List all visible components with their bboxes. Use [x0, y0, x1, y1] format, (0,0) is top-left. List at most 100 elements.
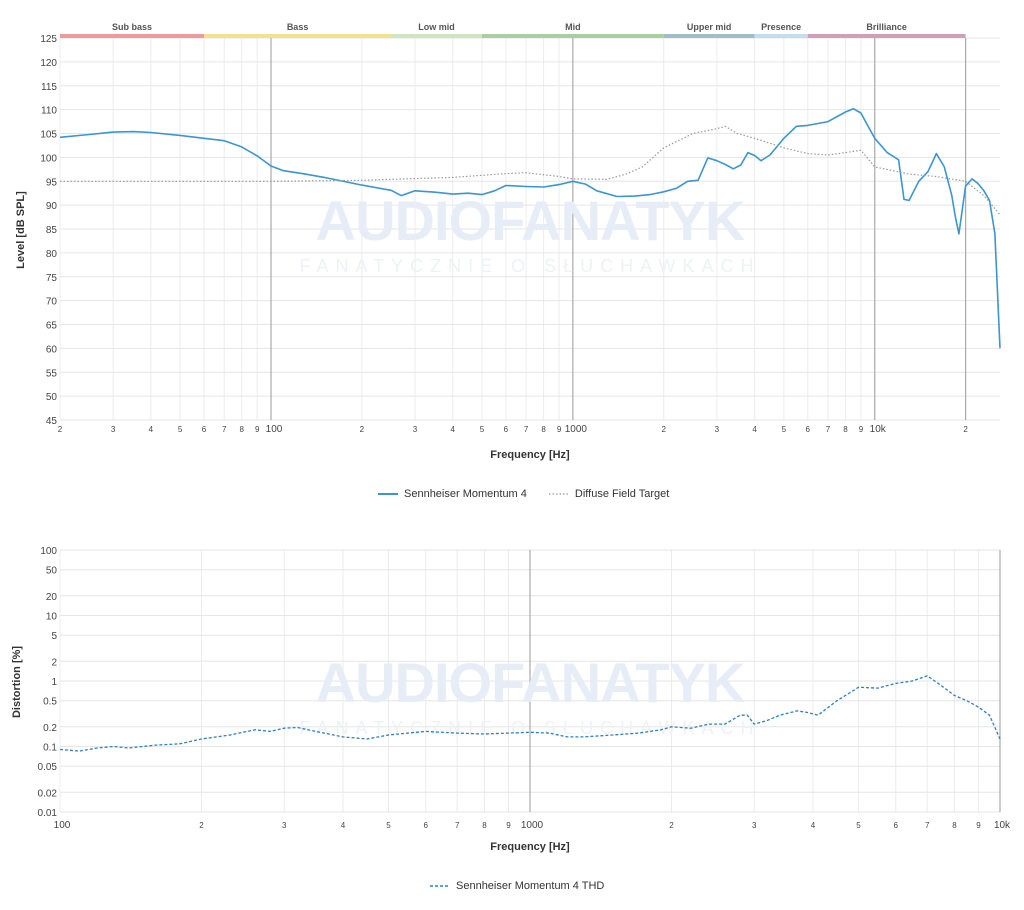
- x-tick-label: 5: [480, 425, 485, 434]
- x-tick-label: 9: [557, 425, 562, 434]
- x-tick-label: 9: [976, 821, 981, 830]
- x-tick-label: 100: [54, 820, 71, 831]
- legend-item-thd[interactable]: Sennheiser Momentum 4 THD: [430, 880, 604, 892]
- x-tick-label: 8: [240, 425, 245, 434]
- x-tick-label: 4: [341, 821, 346, 830]
- legend-label-diffuse-target: Diffuse Field Target: [574, 488, 670, 500]
- distortion-legend: Sennheiser Momentum 4 THD: [430, 880, 604, 892]
- y-tick-label: 55: [46, 368, 58, 379]
- x-axis-label: Frequency [Hz]: [490, 841, 570, 853]
- x-tick-label: 3: [413, 425, 418, 434]
- x-tick-label: 8: [541, 425, 546, 434]
- legend-swatch-solid: [378, 493, 398, 495]
- x-tick-label: 6: [806, 425, 811, 434]
- y-tick-label: 0.5: [43, 697, 57, 708]
- y-tick-label: 70: [46, 297, 58, 308]
- x-axis-label: Frequency [Hz]: [490, 449, 570, 461]
- x-tick-label: 3: [752, 821, 757, 830]
- x-tick-label: 2: [963, 425, 968, 434]
- x-tick-label: 2: [58, 425, 63, 434]
- x-tick-label: 2: [669, 821, 674, 830]
- y-tick-label: 100: [40, 153, 57, 164]
- y-tick-label: 45: [46, 416, 58, 427]
- y-tick-label: 125: [40, 34, 57, 45]
- band-label: Upper mid: [687, 22, 732, 32]
- watermark-logo: AUDIOFANATYK: [316, 189, 745, 252]
- legend-swatch-dotted: [548, 493, 569, 495]
- x-tick-label: 3: [111, 425, 116, 434]
- y-tick-label: 105: [40, 130, 57, 141]
- y-tick-label: 90: [46, 201, 58, 212]
- legend-item-diffuse-target[interactable]: Diffuse Field Target: [548, 488, 670, 500]
- y-tick-label: 115: [41, 82, 57, 93]
- y-tick-label: 50: [46, 392, 58, 403]
- legend-swatch-dashed: [430, 885, 450, 887]
- x-tick-label: 3: [715, 425, 720, 434]
- y-tick-label: 0.1: [43, 743, 57, 754]
- x-tick-label: 9: [859, 425, 864, 434]
- x-tick-label: 7: [222, 425, 227, 434]
- x-tick-label: 100: [266, 424, 283, 435]
- frequency-response-chart: 4550556065707580859095100105110115120125…: [15, 22, 1001, 461]
- band-label: Mid: [565, 22, 581, 32]
- band-bar: [663, 34, 755, 38]
- x-tick-label: 6: [504, 425, 509, 434]
- y-tick-label: 110: [41, 106, 57, 117]
- y-tick-label: 20: [46, 592, 58, 603]
- watermark-subtitle: FANATYCZNIE O SŁUCHAWKACH: [299, 256, 760, 276]
- legend-label-thd: Sennheiser Momentum 4 THD: [456, 880, 605, 892]
- x-tick-label: 10k: [870, 424, 887, 435]
- x-tick-label: 1000: [565, 424, 588, 435]
- y-tick-label: 5: [51, 631, 57, 642]
- band-bar: [481, 34, 664, 38]
- x-tick-label: 8: [843, 425, 848, 434]
- y-tick-label: 1: [51, 677, 57, 688]
- y-tick-label: 65: [46, 321, 58, 332]
- x-tick-label: 8: [952, 821, 957, 830]
- y-tick-label: 0.01: [38, 808, 58, 819]
- series-line-thd: [59, 675, 1001, 752]
- x-tick-label: 4: [451, 425, 456, 434]
- x-tick-label: 4: [149, 425, 154, 434]
- band-label: Presence: [761, 22, 801, 32]
- x-tick-label: 2: [662, 425, 667, 434]
- series-line-diffuse-target: [60, 125, 1001, 216]
- y-tick-label: 50: [46, 566, 58, 577]
- x-tick-label: 7: [925, 821, 930, 830]
- x-tick-label: 2: [199, 821, 204, 830]
- x-tick-label: 5: [856, 821, 861, 830]
- x-tick-label: 7: [524, 425, 529, 434]
- frequency-response-legend: Sennheiser Momentum 4 Diffuse Field Targ…: [378, 488, 669, 500]
- x-tick-label: 2: [360, 425, 365, 434]
- y-tick-label: 0.02: [38, 788, 58, 799]
- x-tick-label: 9: [255, 425, 260, 434]
- y-axis-label: Level [dB SPL]: [15, 191, 27, 269]
- y-tick-label: 80: [46, 249, 58, 260]
- band-label: Sub bass: [112, 22, 152, 32]
- band-bar: [807, 34, 966, 38]
- x-tick-label: 8: [482, 821, 487, 830]
- x-tick-label: 4: [811, 821, 816, 830]
- band-bar: [204, 34, 392, 38]
- x-tick-label: 7: [455, 821, 460, 830]
- band-label: Bass: [287, 22, 309, 32]
- x-tick-label: 3: [282, 821, 287, 830]
- band-label: Low mid: [418, 22, 455, 32]
- band-label: Brilliance: [866, 22, 907, 32]
- x-tick-label: 9: [506, 821, 511, 830]
- y-tick-label: 0.2: [43, 723, 57, 734]
- band-bar: [754, 34, 808, 38]
- x-tick-label: 1000: [521, 820, 544, 831]
- x-tick-label: 6: [894, 821, 899, 830]
- x-tick-label: 5: [386, 821, 391, 830]
- y-tick-label: 120: [40, 58, 57, 69]
- y-tick-label: 10: [46, 612, 58, 623]
- x-tick-label: 6: [424, 821, 429, 830]
- x-tick-label: 6: [202, 425, 207, 434]
- x-tick-label: 5: [782, 425, 787, 434]
- y-tick-label: 75: [46, 273, 58, 284]
- watermark-logo: AUDIOFANATYK: [316, 651, 745, 714]
- legend-item-momentum4[interactable]: Sennheiser Momentum 4: [378, 488, 527, 500]
